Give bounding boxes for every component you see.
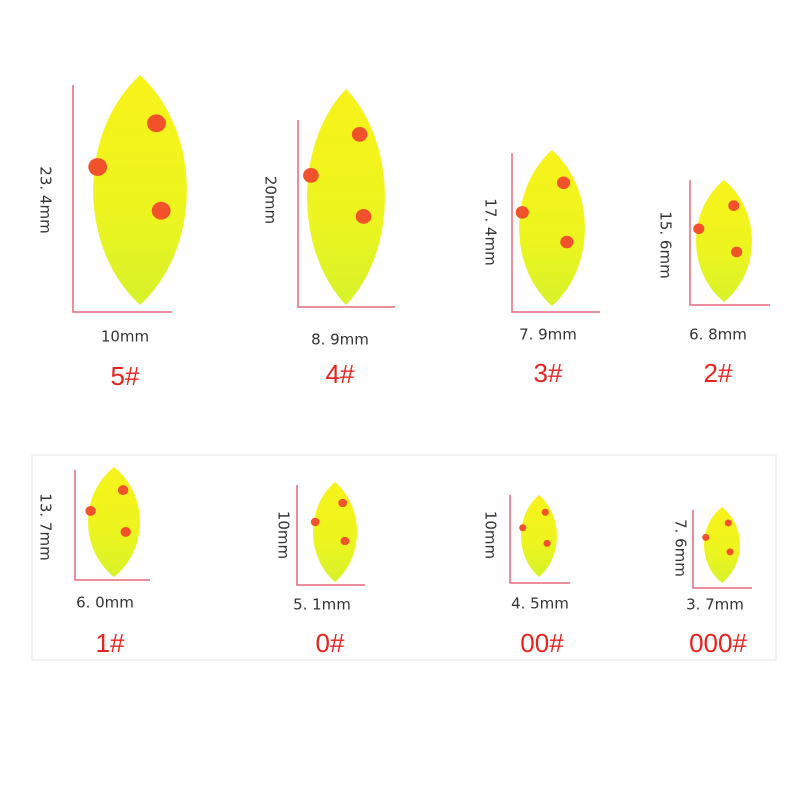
red-dot: [117, 485, 129, 496]
red-dot: [519, 524, 527, 532]
height-label: 17. 4mm: [482, 198, 500, 265]
red-dot: [147, 114, 166, 133]
height-label: 20mm: [262, 176, 280, 224]
red-dot: [120, 526, 131, 537]
red-dot: [726, 548, 734, 556]
red-dot: [693, 223, 705, 235]
float: [93, 75, 187, 305]
width-label: 6. 8mm: [689, 326, 747, 344]
red-dot: [724, 519, 732, 527]
height-label: 23. 4mm: [37, 166, 55, 233]
dimension-guide: [692, 510, 752, 589]
height-label: 7. 6mm: [672, 519, 690, 577]
width-label: 3. 7mm: [686, 596, 744, 614]
size-label: 4#: [326, 359, 355, 389]
width-label: 6. 0mm: [76, 594, 134, 612]
dimension-guide: [509, 495, 570, 584]
red-dot: [151, 201, 171, 220]
width-label: 4. 5mm: [511, 595, 569, 613]
red-dot: [543, 539, 551, 547]
dimension-guide: [72, 85, 172, 313]
red-dot: [541, 508, 549, 516]
red-dot: [728, 200, 740, 211]
height-label: 10mm: [482, 511, 500, 559]
red-dot: [702, 533, 710, 541]
dimension-guide: [511, 153, 600, 313]
size-label: 0#: [316, 628, 345, 658]
red-dot: [515, 206, 529, 219]
size-label: 2#: [704, 358, 733, 388]
height-label: 15. 6mm: [657, 211, 675, 278]
size-label: 3#: [534, 358, 563, 388]
float: [696, 180, 752, 302]
red-dot: [303, 167, 319, 183]
width-label: 5. 1mm: [293, 596, 351, 614]
red-dot: [340, 536, 350, 546]
size-label: 1#: [96, 628, 125, 658]
size-label: 00#: [520, 628, 564, 658]
width-label: 10mm: [101, 328, 149, 346]
red-dot: [338, 498, 348, 508]
float: [307, 89, 385, 305]
height-label: 10mm: [275, 511, 293, 559]
height-label: 13. 7mm: [37, 493, 55, 560]
red-dot: [560, 235, 574, 249]
red-dot: [556, 176, 571, 190]
red-dot: [351, 126, 368, 142]
red-dot: [310, 517, 320, 527]
width-label: 7. 9mm: [519, 326, 577, 344]
float: [519, 150, 585, 306]
red-dot: [355, 209, 372, 224]
float: [521, 495, 557, 577]
width-label: 8. 9mm: [311, 331, 369, 349]
red-dot: [731, 246, 743, 258]
float: [88, 467, 140, 577]
frame: [31, 454, 777, 661]
float: [313, 482, 357, 582]
dimension-guide: [74, 470, 150, 581]
red-dot: [88, 158, 108, 176]
float: [704, 507, 740, 583]
dimension-guide: [689, 180, 770, 306]
dimension-guide: [297, 120, 395, 308]
size-label: 5#: [111, 361, 140, 391]
dimension-guide: [296, 485, 365, 586]
red-dot: [85, 506, 96, 516]
size-label: 000#: [689, 628, 747, 658]
